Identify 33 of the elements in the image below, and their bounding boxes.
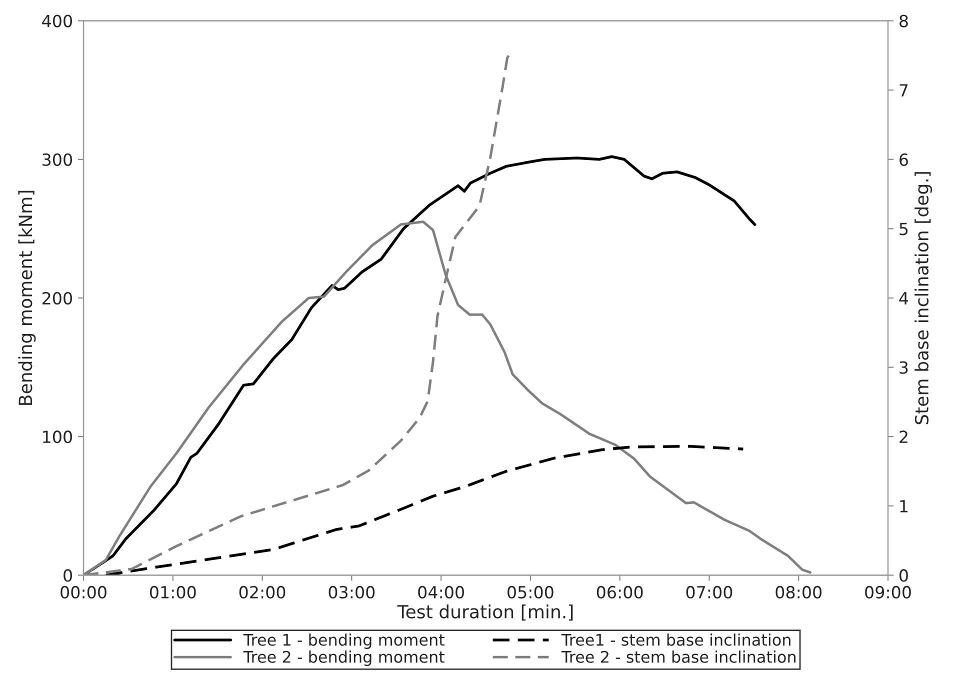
- y2-tick-label: 6: [900, 153, 908, 166]
- x-tick-label: 07:00: [686, 586, 732, 599]
- y-tick-label: 0: [64, 569, 72, 582]
- line-series: [84, 155, 756, 576]
- x-tick-label: 04:00: [418, 586, 464, 599]
- x-tick-label: 09:00: [865, 586, 911, 599]
- x-tick-label: 08:00: [776, 586, 822, 599]
- line-series: [104, 444, 745, 576]
- y2-tick-label: 5: [900, 222, 908, 236]
- y-tick-label: 300: [42, 153, 72, 166]
- legend-label: Tree1 - stem base inclination: [561, 633, 790, 646]
- y2-tick-label: 8: [900, 14, 908, 28]
- y-tick-label: 400: [42, 14, 72, 28]
- legend-label: Tree 2 - stem base inclination: [561, 650, 796, 663]
- x-tick-label: 06:00: [596, 586, 643, 599]
- y-axis-title: Bending moment [kNm]: [18, 190, 36, 405]
- y-tick-label: 100: [43, 430, 72, 444]
- x-tick-label: 01:00: [150, 586, 196, 599]
- x-tick-label: 05:00: [508, 586, 554, 599]
- y2-tick-label: 2: [900, 430, 908, 443]
- y2-tick-label: 3: [900, 361, 908, 374]
- x-tick-label: 03:00: [328, 586, 375, 599]
- x-tick-label: 00:00: [60, 586, 106, 599]
- legend-label: Tree 1 - bending moment: [243, 633, 445, 649]
- y-tick-label: 200: [42, 292, 72, 305]
- y2-tick-label: 7: [900, 84, 908, 96]
- x-tick-label: 02:00: [239, 586, 286, 599]
- x-axis-title: Test duration [min.]: [397, 604, 573, 621]
- legend-label: Tree 2 - bending moment: [243, 650, 445, 666]
- y2-tick-label: 4: [899, 292, 908, 304]
- y2-tick-label: 0: [900, 569, 908, 582]
- y2-tick-label: 1: [900, 500, 908, 512]
- y2-axis-title: Stem base inclination [deg.]: [914, 172, 932, 424]
